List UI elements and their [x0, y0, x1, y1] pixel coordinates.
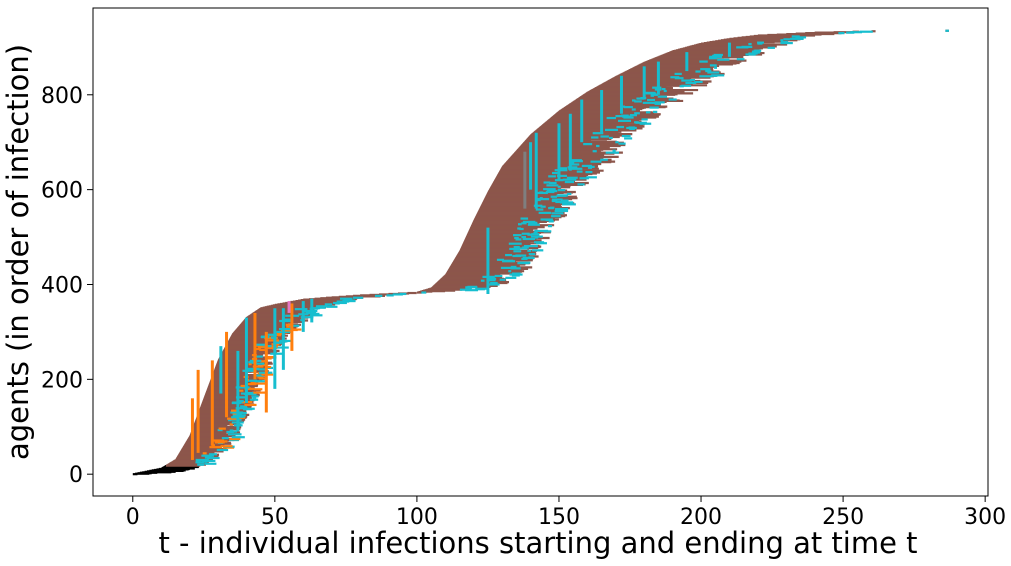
x-tick-label: 0	[126, 505, 140, 530]
y-tick-label: 200	[41, 368, 83, 393]
plot-frame	[92, 7, 989, 497]
axes-layer: 0 50 100 150 200 250 300 0 200 400 600 800	[41, 7, 1006, 530]
x-tick-label: 50	[261, 505, 289, 530]
x-tick-label: 300	[964, 505, 1006, 530]
x-tick-label: 250	[822, 505, 864, 530]
x-tick-label: 100	[396, 505, 438, 530]
data-layer	[132, 29, 949, 476]
x-tick-label: 200	[680, 505, 722, 530]
x-axis-label: t - individual infections starting and e…	[158, 526, 917, 560]
x-tick-label: 150	[538, 505, 580, 530]
y-tick-label: 600	[41, 179, 83, 204]
y-tick-label: 800	[41, 84, 83, 109]
y-axis-label: agents (in order of infection)	[1, 44, 35, 460]
y-tick-label: 0	[69, 463, 83, 488]
y-tick-label: 400	[41, 273, 83, 298]
